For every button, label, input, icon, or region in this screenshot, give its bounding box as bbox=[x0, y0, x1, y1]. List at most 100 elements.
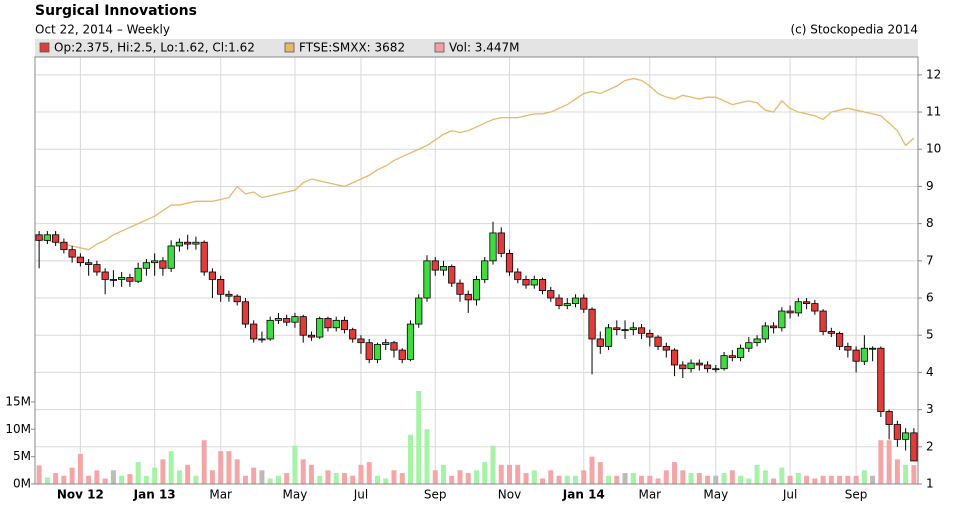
candle-body bbox=[52, 234, 60, 243]
candle-body bbox=[291, 316, 299, 323]
volume-bar bbox=[837, 475, 843, 484]
volume-bar bbox=[209, 470, 215, 484]
x-tick-label: May bbox=[283, 488, 308, 502]
volume-bar bbox=[317, 475, 323, 484]
candle-body bbox=[819, 310, 827, 332]
volume-bar bbox=[564, 475, 570, 484]
candle-body bbox=[745, 342, 753, 349]
candle-body bbox=[514, 271, 522, 280]
x-tick-label: Jan 14 bbox=[562, 488, 605, 502]
candle-body bbox=[167, 245, 175, 269]
volume-bar bbox=[333, 473, 339, 484]
volume-bar bbox=[226, 451, 232, 484]
volume-bar bbox=[581, 470, 587, 484]
volume-bar bbox=[94, 470, 100, 484]
volume-bar bbox=[53, 473, 59, 484]
chart-title: Surgical Innovations bbox=[35, 3, 197, 19]
candle-body bbox=[555, 297, 563, 306]
legend-label: Op:2.375, Hi:2.5, Lo:1.62, Cl:1.62 bbox=[54, 41, 255, 55]
volume-bar bbox=[663, 470, 669, 484]
volume-bar bbox=[127, 474, 133, 484]
volume-bar bbox=[424, 429, 430, 484]
volume-bar bbox=[218, 451, 224, 484]
volume-bar bbox=[713, 475, 719, 484]
volume-bar bbox=[44, 477, 50, 484]
volume-bar bbox=[639, 475, 645, 484]
candle-body bbox=[159, 260, 167, 269]
candle-body bbox=[869, 347, 877, 350]
x-tick-label: Jul bbox=[782, 488, 797, 502]
x-tick-label: May bbox=[703, 488, 728, 502]
volume-bar bbox=[507, 464, 513, 484]
volume-bar bbox=[820, 475, 826, 484]
volume-bar bbox=[440, 464, 446, 484]
volume-bar bbox=[738, 475, 744, 484]
candle-body bbox=[786, 310, 794, 314]
volume-bar bbox=[828, 475, 834, 484]
x-tick-label: Jul bbox=[353, 488, 368, 502]
candle-body bbox=[126, 277, 134, 282]
candle-body bbox=[200, 241, 208, 273]
candle-body bbox=[373, 344, 382, 360]
volume-bar bbox=[432, 470, 438, 484]
candle-body bbox=[241, 301, 250, 325]
candle-body bbox=[307, 334, 316, 338]
volume-bar bbox=[812, 478, 818, 484]
volume-bar bbox=[77, 453, 83, 484]
legend-swatch bbox=[434, 42, 445, 53]
x-tick-label: Sep bbox=[424, 488, 447, 502]
legend-label: Vol: 3.447M bbox=[449, 41, 520, 55]
y-tick-label: 2 bbox=[926, 439, 934, 453]
legend-label: FTSE:SMXX: 3682 bbox=[299, 41, 405, 55]
candle-body bbox=[910, 432, 918, 462]
candle-body bbox=[481, 260, 489, 280]
candle-body bbox=[365, 342, 373, 360]
candle-body bbox=[43, 234, 51, 241]
candle-body bbox=[464, 293, 472, 301]
volume-bar bbox=[672, 462, 678, 484]
candle-body bbox=[687, 362, 695, 370]
volume-bar bbox=[391, 470, 397, 484]
volume-bar bbox=[465, 473, 471, 484]
candle-body bbox=[629, 327, 637, 331]
candle-body bbox=[35, 234, 43, 241]
candle-body bbox=[769, 325, 778, 329]
volume-bar bbox=[531, 470, 537, 484]
candle-body bbox=[720, 355, 728, 370]
volume-bar bbox=[696, 473, 702, 484]
candle-body bbox=[382, 342, 390, 345]
volume-bar bbox=[861, 470, 867, 484]
volume-bar bbox=[251, 467, 257, 484]
x-tick-label: Nov 12 bbox=[57, 488, 104, 502]
candle-body bbox=[505, 252, 514, 273]
candle-body bbox=[175, 241, 184, 247]
volume-bar bbox=[705, 475, 711, 484]
candle-body bbox=[151, 260, 159, 264]
y-tick-label: 7 bbox=[926, 253, 934, 267]
candle-body bbox=[332, 319, 340, 329]
y-tick-label: 8 bbox=[926, 216, 934, 230]
candle-body bbox=[637, 327, 646, 334]
candle-body bbox=[885, 411, 893, 425]
candle-body bbox=[621, 329, 629, 332]
candle-body bbox=[316, 318, 324, 338]
y2-tick-label: 15M bbox=[5, 394, 31, 408]
volume-bar bbox=[853, 475, 859, 484]
candle-body bbox=[794, 301, 802, 314]
candle-body bbox=[423, 260, 431, 299]
volume-bar bbox=[845, 475, 851, 484]
y-tick-label: 10 bbox=[926, 142, 941, 156]
y-tick-label: 6 bbox=[926, 291, 934, 305]
volume-bar bbox=[647, 475, 653, 484]
legend-swatch bbox=[39, 42, 50, 53]
volume-bar bbox=[688, 473, 694, 484]
volume-bar bbox=[69, 467, 75, 484]
volume-bar bbox=[894, 459, 900, 484]
candle-body bbox=[753, 338, 761, 344]
candle-body bbox=[877, 347, 885, 412]
y-tick-label: 9 bbox=[926, 179, 934, 193]
volume-bar bbox=[143, 475, 149, 484]
volume-bar bbox=[597, 462, 603, 484]
candle-body bbox=[134, 267, 142, 282]
plot-frame bbox=[34, 56, 919, 485]
